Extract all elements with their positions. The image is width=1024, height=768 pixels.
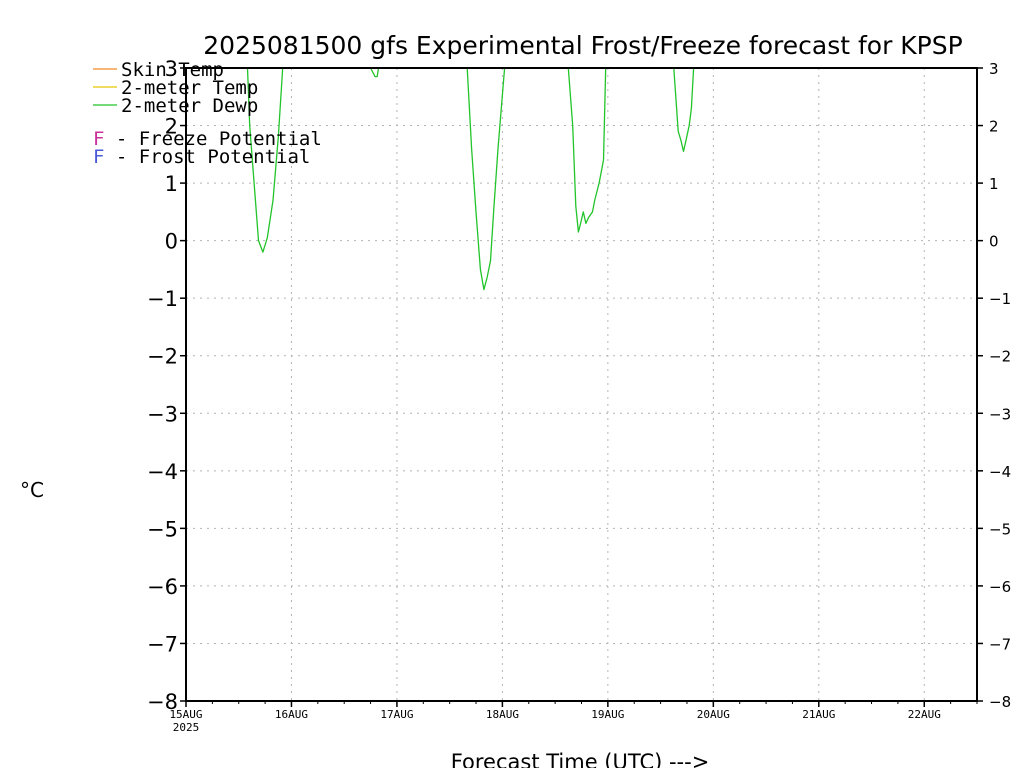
y-tick-label: −5 (147, 517, 178, 541)
y-tick-label: −6 (147, 575, 178, 599)
x-tick-label: 15AUG (169, 708, 202, 721)
y-tick-label-right: −2 (989, 348, 1011, 366)
legend-potential-entry: F - Frost Potential (93, 146, 310, 168)
y-tick-label-right: 0 (989, 233, 999, 251)
x-tick-label: 20AUG (697, 708, 730, 721)
y-tick-label: −1 (147, 287, 178, 311)
y-tick-label-right: −8 (989, 693, 1011, 711)
y-tick-label: 3 (165, 57, 178, 81)
x-tick-label: 21AUG (802, 708, 835, 721)
y-tick-label: −7 (147, 632, 178, 656)
y-tick-label-right: −1 (989, 290, 1011, 308)
y-tick-label: −3 (147, 402, 178, 426)
y-tick-label: −4 (147, 460, 178, 484)
y-tick-label-right: −7 (989, 635, 1011, 653)
x-tick-label: 19AUG (591, 708, 624, 721)
x-tick-label: 22AUG (908, 708, 941, 721)
y-tick-label: 0 (165, 230, 178, 254)
y-tick-label-right: −3 (989, 405, 1011, 423)
y-axis-unit-label: °C (20, 478, 44, 502)
legend-label: 2-meter Dewp (121, 95, 258, 117)
x-tick-label: 17AUG (380, 708, 413, 721)
legend-label: 2-meter Temp (121, 77, 258, 99)
legend-potential-entry: F - Freeze Potential (93, 128, 322, 150)
y-tick-label: 1 (165, 172, 178, 196)
series-layer (246, 67, 695, 291)
chart-title: 2025081500 gfs Experimental Frost/Freeze… (203, 31, 962, 60)
x-tick-label: 18AUG (486, 708, 519, 721)
y-tick-label: −2 (147, 345, 178, 369)
legend-potential-text: - Freeze Potential (104, 128, 321, 150)
legend-potential-text: - Frost Potential (104, 146, 310, 168)
series-line-dewpoint (466, 67, 506, 291)
y-tick-label: 2 (165, 115, 178, 139)
y-axis: 3 3 2 2 1 1 0 0 −1 −1 −2 −2 −3 −3 −4 −4 −5 −5 −6 −6 −7 −7 −8 −8 (147, 57, 1011, 714)
x-tick-sublabel: 2025 (173, 721, 200, 734)
x-axis-title: Forecast Time (UTC) ---> (451, 750, 710, 768)
x-tick-label: 16AUG (275, 708, 308, 721)
y-tick-label-right: 2 (989, 118, 999, 136)
series-line-dewpoint (246, 67, 284, 253)
legend-potential-letter: F (93, 128, 104, 150)
y-tick-label-right: −4 (989, 463, 1011, 481)
legend-label: Skin Temp (121, 59, 224, 81)
y-tick-label-right: −5 (989, 520, 1011, 538)
series-line-dewpoint (673, 67, 695, 153)
y-tick-label-right: 1 (989, 175, 999, 193)
y-tick-label: −8 (147, 690, 178, 714)
series-line-dewpoint (567, 67, 607, 233)
series-line-dewpoint (370, 67, 380, 78)
grid (186, 68, 977, 701)
legend-potential-letter: F (93, 146, 104, 168)
y-tick-label-right: −6 (989, 578, 1011, 596)
y-tick-label-right: 3 (989, 60, 999, 78)
